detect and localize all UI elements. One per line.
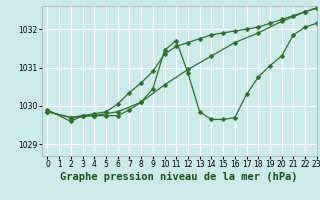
X-axis label: Graphe pression niveau de la mer (hPa): Graphe pression niveau de la mer (hPa) bbox=[60, 172, 298, 182]
